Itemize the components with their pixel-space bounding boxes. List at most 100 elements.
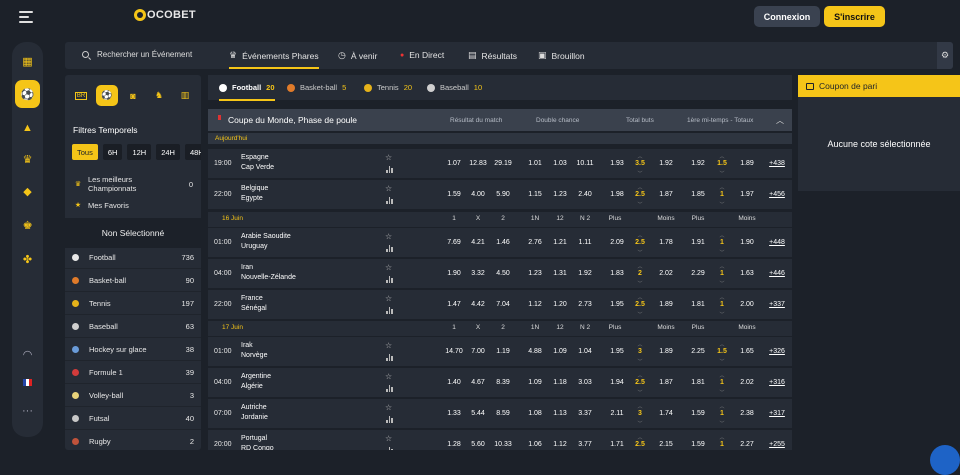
- odds-button[interactable]: 8.59: [496, 410, 510, 417]
- chevron-up-icon[interactable]: ︿: [637, 435, 643, 441]
- odds-button[interactable]: 1.59: [447, 191, 461, 198]
- odds-button[interactable]: 1.98: [610, 191, 624, 198]
- odds-button[interactable]: 2.29: [691, 270, 705, 277]
- crown-icon[interactable]: ♚: [22, 220, 33, 232]
- odds-button[interactable]: 1.23: [553, 191, 567, 198]
- stats-icon[interactable]: [386, 276, 393, 283]
- chevron-up-icon[interactable]: ︿: [719, 342, 725, 348]
- sport-row[interactable]: Hockey sur glace 38: [65, 338, 201, 361]
- odds-button[interactable]: 1.11: [578, 239, 592, 246]
- odds-button[interactable]: 4.42: [471, 301, 485, 308]
- chevron-up-icon[interactable]: ︿: [637, 154, 643, 160]
- odds-button[interactable]: 1.90: [740, 239, 754, 246]
- chevron-up-icon[interactable]: ︿: [637, 264, 643, 270]
- odds-button[interactable]: 5.90: [496, 191, 510, 198]
- odds-button[interactable]: 1.01: [528, 160, 542, 167]
- odds-button[interactable]: 1.65: [740, 348, 754, 355]
- odds-button[interactable]: 1.92: [578, 270, 592, 277]
- odds-button[interactable]: 1.74: [659, 410, 673, 417]
- odds-button[interactable]: 1.97: [740, 191, 754, 198]
- favorite-star-icon[interactable]: ☆: [385, 232, 393, 241]
- odds-button[interactable]: 1.89: [659, 301, 673, 308]
- stats-icon[interactable]: [386, 354, 393, 361]
- best-championships[interactable]: ♛ Les meilleurs Championnats 0: [65, 174, 201, 194]
- odds-button[interactable]: 1.12: [553, 441, 567, 448]
- more-markets-link[interactable]: +326: [769, 348, 785, 355]
- stats-icon[interactable]: [386, 385, 393, 392]
- odds-button[interactable]: 1.59: [691, 441, 705, 448]
- odds-button[interactable]: 12.83: [469, 160, 487, 167]
- odds-button[interactable]: 2.25: [691, 348, 705, 355]
- chevron-down-icon[interactable]: ﹀: [637, 250, 643, 256]
- promo-icon[interactable]: BR: [74, 91, 88, 100]
- odds-button[interactable]: 1.04: [578, 348, 592, 355]
- tab-upcoming[interactable]: ◷ À venir: [338, 50, 378, 61]
- odds-button[interactable]: 1.09: [553, 348, 567, 355]
- odds-button[interactable]: 29.19: [494, 160, 512, 167]
- odds-button[interactable]: 1.81: [691, 301, 705, 308]
- odds-button[interactable]: 1.33: [447, 410, 461, 417]
- odds-button[interactable]: 2.02: [740, 379, 754, 386]
- gear-icon[interactable]: ⚙: [937, 42, 953, 69]
- odds-button[interactable]: 5.60: [471, 441, 485, 448]
- tab-results[interactable]: ▤ Résultats: [468, 50, 517, 61]
- chevron-up-icon[interactable]: ︿: [719, 233, 725, 239]
- favorite-star-icon[interactable]: ☆: [385, 403, 393, 412]
- search-input[interactable]: Rechercher un Événement: [82, 50, 192, 59]
- odds-button[interactable]: 1.23: [528, 270, 542, 277]
- sport-tab-basketball[interactable]: Basket-ball 5: [287, 83, 346, 92]
- odds-button[interactable]: 2.38: [740, 410, 754, 417]
- more-games-icon[interactable]: ✤: [22, 254, 33, 266]
- coupon-header[interactable]: Coupon de pari: [798, 75, 960, 97]
- chevron-up-icon[interactable]: ︿: [637, 342, 643, 348]
- odds-button[interactable]: 8.39: [496, 379, 510, 386]
- stats-icon[interactable]: [386, 307, 393, 314]
- chevron-down-icon[interactable]: ﹀: [637, 390, 643, 396]
- chip-6h[interactable]: 6H: [102, 144, 123, 160]
- odds-button[interactable]: 1.03: [553, 160, 567, 167]
- sport-row[interactable]: Baseball 63: [65, 315, 201, 338]
- chevron-up-icon[interactable]: ︿: [719, 185, 725, 191]
- more-markets-link[interactable]: +456: [769, 191, 785, 198]
- menu-icon[interactable]: [19, 11, 33, 23]
- odds-button[interactable]: 7.04: [496, 301, 510, 308]
- odds-button[interactable]: 1.92: [659, 160, 673, 167]
- chevron-down-icon[interactable]: ﹀: [637, 281, 643, 287]
- chevron-down-icon[interactable]: ﹀: [719, 312, 725, 318]
- trophy-icon[interactable]: ♛: [22, 154, 33, 166]
- language-flag-icon[interactable]: [16, 371, 39, 394]
- favorite-star-icon[interactable]: ☆: [385, 184, 393, 193]
- odds-button[interactable]: 2.02: [659, 270, 673, 277]
- odds-button[interactable]: 1.09: [528, 379, 542, 386]
- chevron-down-icon[interactable]: ﹀: [637, 202, 643, 208]
- stats-icon[interactable]: [386, 416, 393, 423]
- odds-button[interactable]: 1.06: [528, 441, 542, 448]
- odds-button[interactable]: 2.00: [740, 301, 754, 308]
- odds-button[interactable]: 1.93: [610, 160, 624, 167]
- chevron-down-icon[interactable]: ﹀: [637, 171, 643, 177]
- chip-12h[interactable]: 12H: [127, 144, 152, 160]
- more-markets-link[interactable]: +448: [769, 239, 785, 246]
- odds-button[interactable]: 2.73: [578, 301, 592, 308]
- odds-button[interactable]: 1.31: [553, 270, 567, 277]
- odds-button[interactable]: 4.50: [496, 270, 510, 277]
- sport-row[interactable]: Volley-ball 3: [65, 384, 201, 407]
- favorite-star-icon[interactable]: ☆: [385, 341, 393, 350]
- odds-button[interactable]: 2.40: [578, 191, 592, 198]
- favorite-star-icon[interactable]: ☆: [385, 263, 393, 272]
- odds-button[interactable]: 10.33: [494, 441, 512, 448]
- odds-button[interactable]: 1.81: [691, 379, 705, 386]
- sport-row[interactable]: Basket-ball 90: [65, 269, 201, 292]
- signup-button[interactable]: S'inscrire: [824, 6, 885, 27]
- sports-ball-icon[interactable]: ⚽: [15, 80, 40, 108]
- odds-button[interactable]: 1.46: [496, 239, 510, 246]
- chevron-up-icon[interactable]: ︿: [637, 373, 643, 379]
- odds-button[interactable]: 1.95: [610, 348, 624, 355]
- odds-button[interactable]: 1.94: [610, 379, 624, 386]
- chevron-up-icon[interactable]: ︿: [719, 295, 725, 301]
- odds-button[interactable]: 2.76: [528, 239, 542, 246]
- logo[interactable]: OCOBET: [134, 9, 196, 21]
- rocket-icon[interactable]: ▲: [22, 121, 33, 134]
- odds-button[interactable]: 1.20: [553, 301, 567, 308]
- favorite-star-icon[interactable]: ☆: [385, 153, 393, 162]
